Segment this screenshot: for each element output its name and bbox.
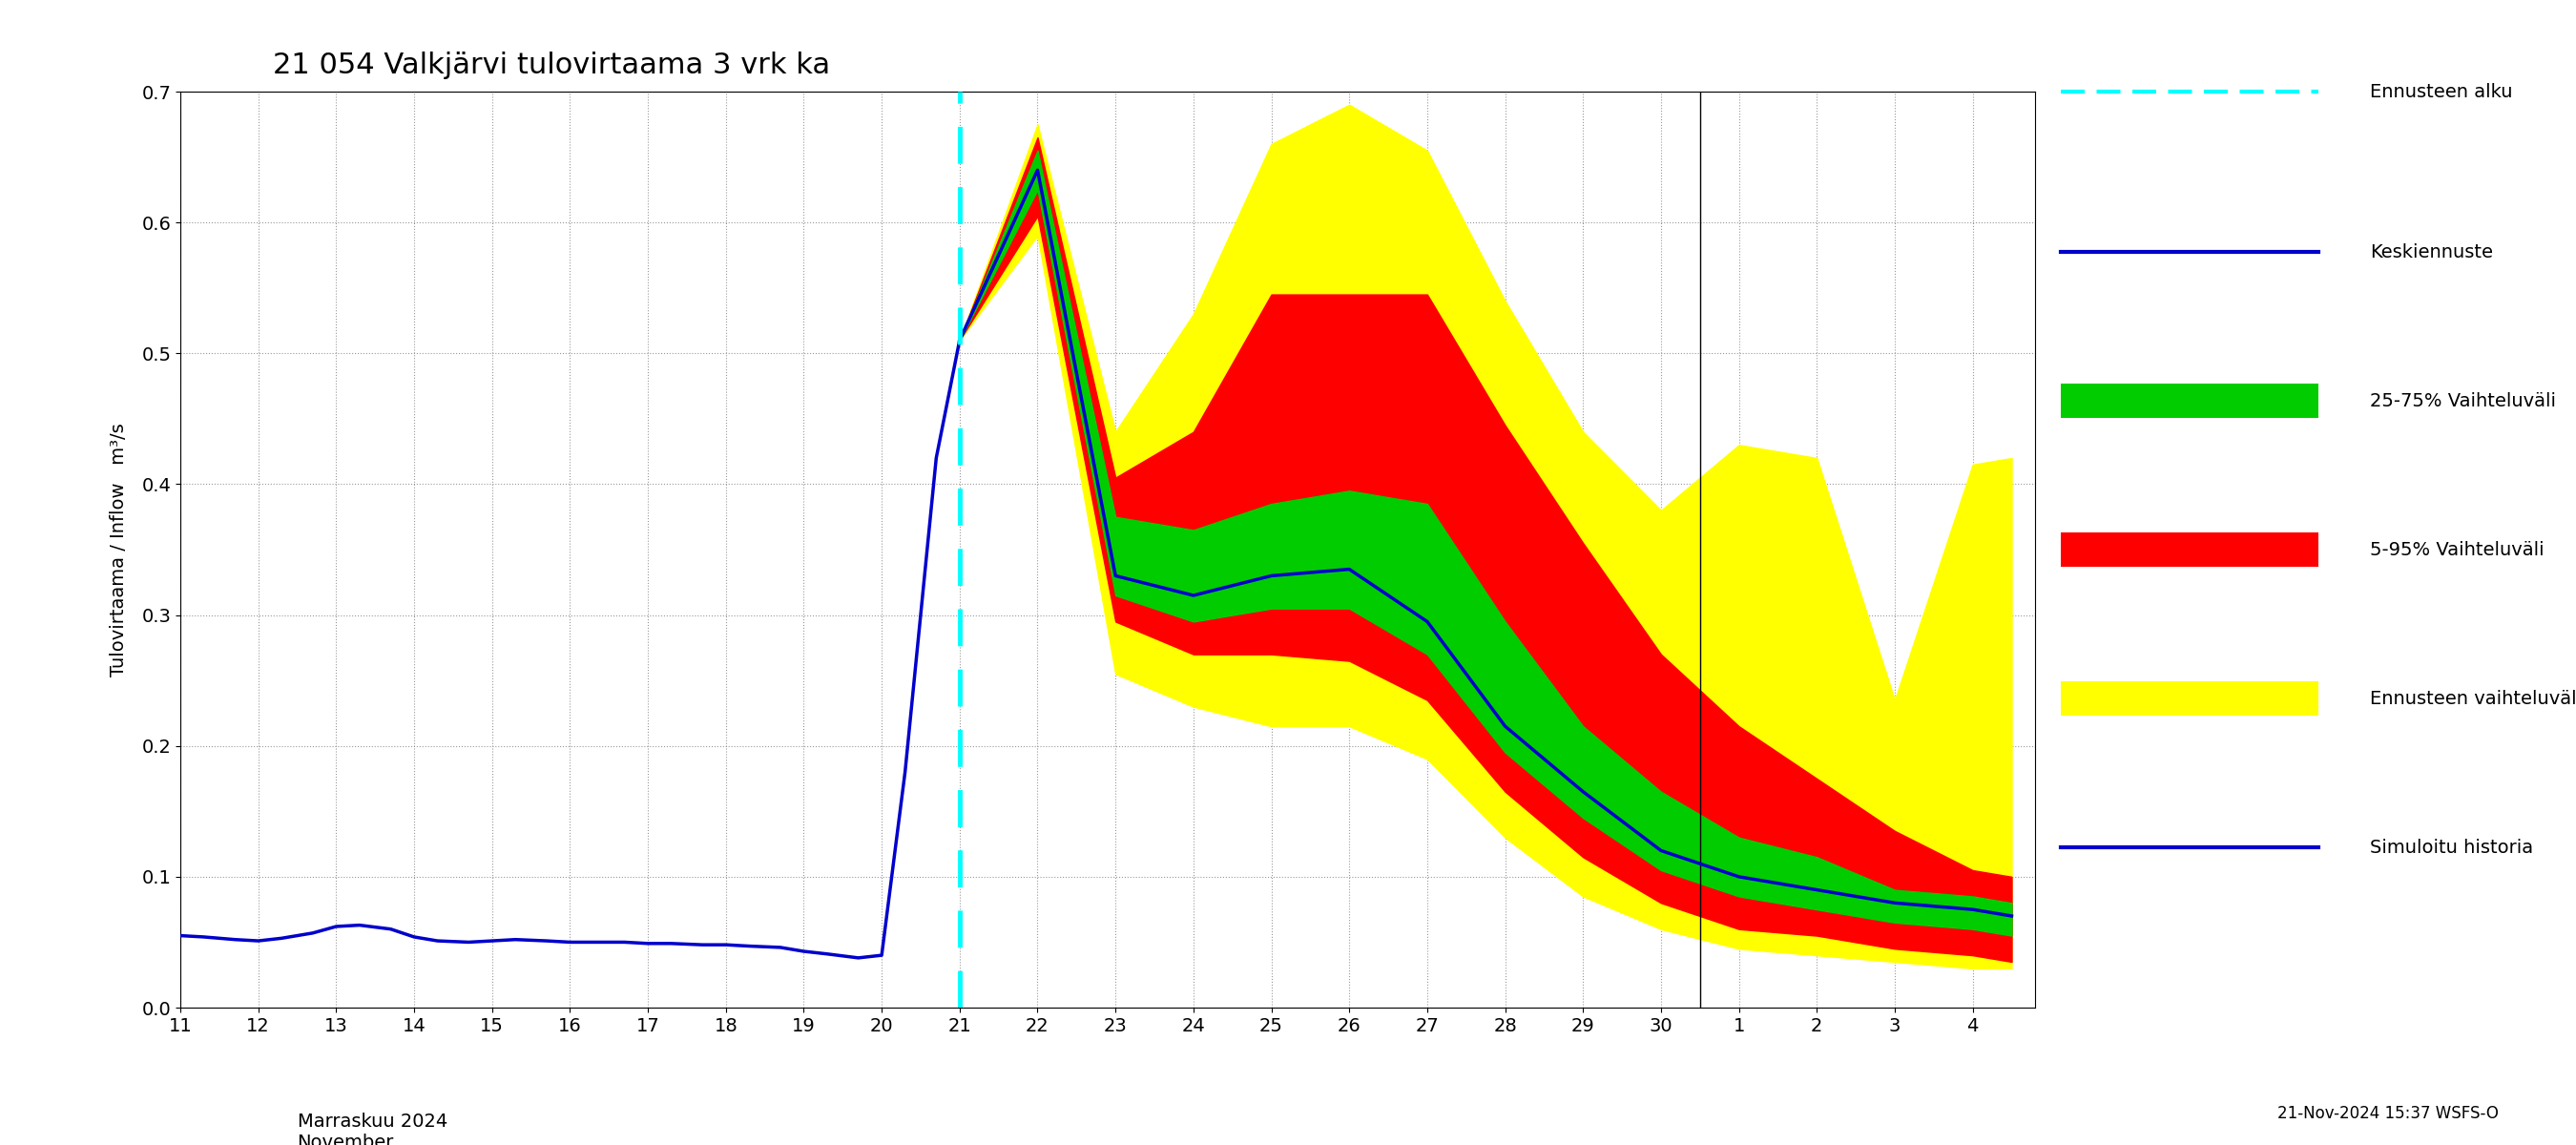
Text: 25-75% Vaihteluväli: 25-75% Vaihteluväli — [2370, 392, 2555, 410]
Text: Ennusteen alku: Ennusteen alku — [2370, 82, 2512, 101]
Text: 21-Nov-2024 15:37 WSFS-O: 21-Nov-2024 15:37 WSFS-O — [2277, 1105, 2499, 1122]
Text: 21 054 Valkjärvi tulovirtaama 3 vrk ka: 21 054 Valkjärvi tulovirtaama 3 vrk ka — [273, 52, 829, 79]
Text: Marraskuu 2024
November: Marraskuu 2024 November — [296, 1113, 448, 1145]
Text: Keskiennuste: Keskiennuste — [2370, 243, 2494, 261]
Text: Simuloitu historia: Simuloitu historia — [2370, 838, 2532, 856]
Y-axis label: Tulovirtaama / Inflow   m³/s: Tulovirtaama / Inflow m³/s — [111, 423, 129, 677]
Text: Ennusteen vaihteluväli: Ennusteen vaihteluväli — [2370, 689, 2576, 708]
Text: 5-95% Vaihteluväli: 5-95% Vaihteluväli — [2370, 540, 2545, 559]
